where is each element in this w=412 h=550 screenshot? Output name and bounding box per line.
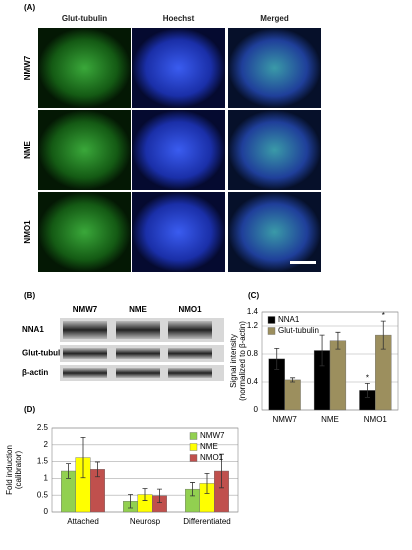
error-bar xyxy=(156,488,162,503)
band xyxy=(116,348,160,359)
panel-label: (D) xyxy=(24,405,35,414)
band xyxy=(168,348,212,359)
error-bar xyxy=(204,472,210,494)
band xyxy=(116,321,160,339)
x-tick-label: NMW7 xyxy=(272,415,297,424)
y-axis-label: (normalized to β-actin) xyxy=(238,321,247,401)
x-tick-label: Neurosp xyxy=(130,517,161,526)
y-axis-label: (calibrator) xyxy=(14,451,23,490)
y-tick-label: 0 xyxy=(44,507,49,516)
x-tick-label: NMO1 xyxy=(364,415,388,424)
error-bar xyxy=(128,494,134,509)
legend-swatch xyxy=(267,316,276,324)
panel-label: (C) xyxy=(248,291,259,300)
y-tick-label: 1.2 xyxy=(247,321,259,330)
band-label: β-actin xyxy=(22,368,48,377)
legend-swatch xyxy=(189,432,198,440)
error-bar xyxy=(94,461,100,478)
row-label: NMW7 xyxy=(23,55,32,80)
lane-label: NMO1 xyxy=(178,305,202,314)
y-tick-label: 1.4 xyxy=(247,307,259,316)
band xyxy=(168,321,212,339)
legend-label: Glut-tubulin xyxy=(278,326,319,335)
y-tick-label: 1 xyxy=(44,474,49,483)
annotation: * xyxy=(382,311,385,320)
y-axis-label: Signal intensity xyxy=(229,334,238,388)
micrograph xyxy=(132,110,225,190)
y-tick-label: 0.5 xyxy=(37,490,49,499)
micrograph xyxy=(228,192,321,272)
x-tick-label: Differentiated xyxy=(183,517,230,526)
y-tick-label: 0 xyxy=(254,405,259,414)
scale-bar xyxy=(290,261,316,264)
y-tick-label: 2 xyxy=(44,440,49,449)
error-bar xyxy=(66,463,72,479)
column-header: Hoechst xyxy=(163,14,195,23)
legend-swatch xyxy=(189,443,198,451)
panel-label: (B) xyxy=(24,291,35,300)
legend-label: NNA1 xyxy=(278,315,300,324)
error-bar xyxy=(190,482,196,497)
error-bar xyxy=(319,334,325,367)
micrograph xyxy=(38,28,131,108)
error-bar xyxy=(274,348,280,370)
error-bar xyxy=(80,437,86,479)
band xyxy=(168,368,212,378)
y-tick-label: 0.8 xyxy=(247,349,259,358)
band xyxy=(116,368,160,378)
error-bar xyxy=(218,453,224,489)
x-tick-label: Attached xyxy=(67,517,99,526)
error-bar xyxy=(364,383,370,398)
bar xyxy=(284,379,301,411)
band xyxy=(63,321,107,339)
panel-label: (A) xyxy=(24,3,35,12)
micrograph xyxy=(38,192,131,272)
micrograph xyxy=(38,110,131,190)
x-tick-label: NME xyxy=(321,415,339,424)
error-bar xyxy=(335,331,341,350)
band xyxy=(63,368,107,378)
error-bar xyxy=(142,488,148,501)
legend-label: NMW7 xyxy=(200,431,225,440)
lane-label: NMW7 xyxy=(73,305,98,314)
y-tick-label: 1.5 xyxy=(37,457,49,466)
y-tick-label: 0.4 xyxy=(247,377,259,386)
error-bar xyxy=(380,320,386,350)
micrograph xyxy=(228,110,321,190)
band-label: NNA1 xyxy=(22,325,44,334)
y-axis-label: Fold induction xyxy=(5,445,14,495)
row-label: NME xyxy=(23,140,32,158)
micrograph xyxy=(132,28,225,108)
bar xyxy=(329,340,347,411)
band-label: Glut-tubulin xyxy=(22,349,67,358)
micrograph xyxy=(228,28,321,108)
column-header: Merged xyxy=(260,14,289,23)
y-tick-label: 2.5 xyxy=(37,423,49,432)
legend-label: NME xyxy=(200,442,218,451)
annotation: * xyxy=(366,374,369,383)
micrograph xyxy=(132,192,225,272)
legend-label: NMO1 xyxy=(200,453,224,462)
legend-swatch xyxy=(267,327,276,335)
row-label: NMO1 xyxy=(23,220,32,244)
legend-swatch xyxy=(189,454,198,462)
column-header: Glut-tubulin xyxy=(62,14,107,23)
lane-label: NME xyxy=(129,305,147,314)
band xyxy=(63,348,107,359)
error-bar xyxy=(290,377,296,383)
